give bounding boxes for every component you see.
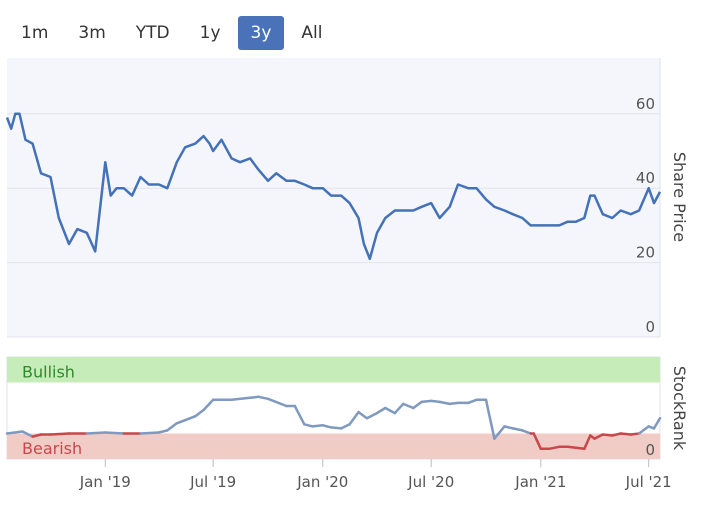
- stockrank-series-segment: [438, 400, 451, 406]
- range-1m-button[interactable]: 1m: [21, 23, 49, 43]
- stockrank-series-segment: [248, 395, 260, 400]
- stockrank-series-segment: [401, 402, 415, 410]
- stockrank-series-segment: [166, 422, 179, 432]
- stockrank-series-segment: [266, 397, 288, 408]
- stockrank-series-segment: [384, 406, 397, 415]
- stockrank-series-segment: [412, 400, 423, 410]
- price-tick-label: 60: [636, 95, 655, 113]
- stockrank-series-segment: [601, 433, 614, 437]
- stockrank-panel: Bullish Bearish 0: [5, 356, 662, 460]
- price-plot-area: [7, 58, 660, 337]
- stockrank-series-segment: [21, 430, 34, 438]
- range-ytd-button[interactable]: YTD: [135, 23, 170, 43]
- rank-band-bearish: [7, 433, 660, 459]
- stockrank-series-segment: [31, 433, 43, 438]
- range-all-button[interactable]: All: [301, 23, 323, 43]
- range-1y-button[interactable]: 1y: [199, 23, 221, 43]
- stockrank-series-segment: [329, 426, 343, 430]
- stockrank-series-segment: [652, 416, 662, 430]
- stockrank-series-segment: [303, 423, 314, 428]
- rank-axis-title: StockRank: [670, 366, 689, 451]
- rank-tick-label: 0: [645, 441, 655, 459]
- stockrank-series-segment: [194, 408, 205, 418]
- stockrank-series-segment: [611, 432, 622, 437]
- stockrank-series-segment: [311, 424, 325, 428]
- range-3y-button[interactable]: 3y: [237, 16, 285, 50]
- share-price-series-line: [5, 112, 662, 261]
- x-tick-label: Jan '19: [79, 473, 131, 491]
- stockrank-series-segment: [619, 432, 633, 436]
- stockrank-series-segment: [85, 431, 107, 435]
- stockrank-series-segment: [348, 410, 360, 426]
- stockrank-series-segment: [466, 398, 478, 405]
- stockrank-series-segment: [532, 432, 543, 451]
- stockrank-series-segment: [503, 425, 515, 430]
- stockrank-series-segment: [49, 432, 71, 436]
- stockrank-series-segment: [157, 429, 169, 434]
- stockrank-series-segment: [393, 402, 405, 415]
- stockrank-series-segment: [339, 423, 351, 430]
- stockrank-series-segment: [484, 398, 496, 440]
- stockrank-series-segment: [593, 433, 605, 440]
- x-tick-label: Jul '19: [189, 473, 236, 491]
- stockrank-series-segment: [521, 429, 532, 435]
- stockrank-series-segment: [357, 410, 369, 420]
- stockrank-series-segment: [139, 431, 161, 435]
- stockrank-series-segment: [574, 446, 586, 451]
- stockrank-series-segment: [637, 425, 650, 435]
- price-axis-title: Share Price: [670, 152, 689, 242]
- stockrank-series-segment: [375, 406, 387, 415]
- range-selector: 1m 3m YTD 1y 3y All: [8, 16, 340, 50]
- stockrank-series-segment: [429, 399, 441, 404]
- stockrank-series-segment: [583, 434, 592, 451]
- stockrank-series-segment: [293, 404, 306, 426]
- stockrank-series-segment: [104, 431, 126, 435]
- stockrank-series-segment: [321, 424, 333, 429]
- rank-band-label-bullish: Bullish: [22, 363, 75, 382]
- stockrank-series-segment: [183, 414, 197, 422]
- x-axis: Jan '19 Jul '19 Jan '20 Jul '20 Jan '21 Jul '…: [79, 459, 672, 491]
- stockrank-series-segment: [202, 398, 215, 412]
- stockrank-series-segment: [230, 396, 252, 402]
- x-tick-label: Jul '21: [625, 473, 672, 491]
- price-panel: 0 20 40 60: [5, 58, 662, 338]
- stockrank-series-segment: [5, 430, 24, 435]
- x-tick-label: Jul '20: [407, 473, 454, 491]
- x-tick-label: Jan '20: [296, 473, 348, 491]
- stockrank-series-segment: [365, 411, 379, 420]
- range-3m-button[interactable]: 3m: [78, 23, 106, 43]
- stockrank-series-segment: [511, 427, 524, 432]
- stockrank-series-segment: [547, 445, 561, 451]
- stockrank-series-segment: [448, 401, 460, 406]
- stockrank-series-segment: [420, 399, 433, 404]
- price-tick-label: 0: [645, 318, 655, 336]
- rank-band-bullish: [7, 357, 660, 383]
- stockrank-series-segment: [493, 425, 506, 440]
- stockrank-series-segment: [566, 445, 578, 450]
- x-tick-label: Jan '21: [514, 473, 566, 491]
- stockrank-series-segment: [257, 395, 270, 401]
- rank-band-label-bearish: Bearish: [22, 439, 82, 458]
- stockrank-series-segment: [629, 432, 641, 436]
- stockrank-series-segment: [175, 418, 187, 425]
- price-tick-label: 20: [636, 244, 655, 262]
- price-tick-label: 40: [636, 169, 655, 187]
